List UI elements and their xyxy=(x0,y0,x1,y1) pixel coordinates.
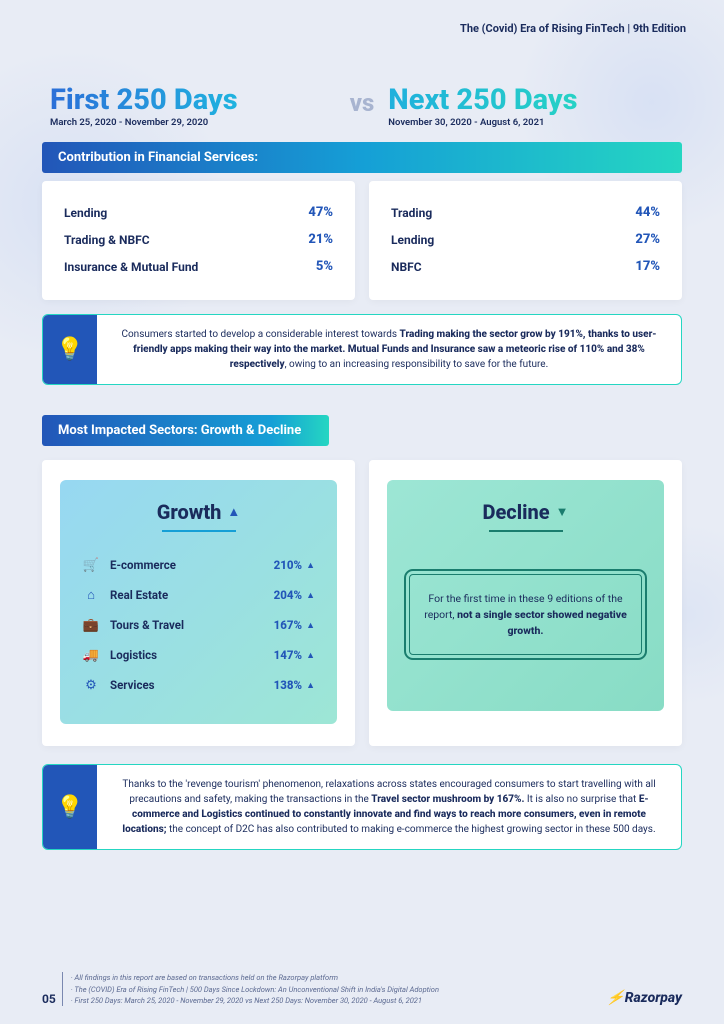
razorpay-logo: ⚡Razorpay xyxy=(607,990,682,1006)
stat-row: Trading & NBFC 21% xyxy=(64,226,333,253)
first-contrib-card: Lending 47% Trading & NBFC 21% Insurance &… xyxy=(42,181,355,300)
stat-value: 27% xyxy=(635,232,660,247)
stat-row: NBFC 17% xyxy=(391,253,660,280)
growth-row: ⌂ Real Estate204% ▲ xyxy=(82,580,315,610)
footnotes: · All findings in this report are based … xyxy=(62,972,607,1006)
stat-value: 47% xyxy=(308,205,333,220)
callout-text: Consumers started to develop a considera… xyxy=(97,315,681,384)
growth-value: 210% xyxy=(274,558,302,572)
next-period: Next 250 Days November 30, 2020 - August… xyxy=(388,86,674,128)
growth-label: Services xyxy=(110,678,274,692)
vs-word: vs xyxy=(350,89,375,125)
triangle-up-icon: ▲ xyxy=(306,680,315,691)
triangle-up-icon: ▲ xyxy=(306,560,315,571)
stat-label: Trading xyxy=(391,206,432,220)
next-contrib-card: Trading 44% Lending 27% NBFC 17% xyxy=(369,181,682,300)
stat-label: NBFC xyxy=(391,260,422,274)
triangle-down-icon: ▼ xyxy=(556,504,569,520)
insight-callout-2: 💡 Thanks to the 'revenge tourism' phenom… xyxy=(42,764,682,850)
contribution-columns: Lending 47% Trading & NBFC 21% Insurance &… xyxy=(42,181,682,300)
briefcase-icon: 💼 xyxy=(82,616,100,634)
page-number: 05 xyxy=(42,992,56,1006)
lightbulb-icon: 💡 xyxy=(43,765,97,849)
growth-row: 🚚 Logistics147% ▲ xyxy=(82,640,315,670)
growth-label: E-commerce xyxy=(110,558,274,572)
footer: 05 · All findings in this report are bas… xyxy=(42,972,682,1006)
decline-underline xyxy=(489,530,563,532)
stat-label: Insurance & Mutual Fund xyxy=(64,260,198,274)
first-period: First 250 Days March 25, 2020 - November… xyxy=(50,86,336,128)
next-subtitle: November 30, 2020 - August 6, 2021 xyxy=(388,117,674,128)
growth-label: Tours & Travel xyxy=(110,618,274,632)
footnote-line: · All findings in this report are based … xyxy=(71,972,607,983)
growth-label: Real Estate xyxy=(110,588,274,602)
growth-value: 138% xyxy=(274,678,302,692)
triangle-up-icon: ▲ xyxy=(306,620,315,631)
growth-underline xyxy=(162,530,236,532)
truck-icon: 🚚 xyxy=(82,646,100,664)
stat-value: 21% xyxy=(308,232,333,247)
growth-label: Logistics xyxy=(110,648,274,662)
first-subtitle: March 25, 2020 - November 29, 2020 xyxy=(50,117,336,128)
contribution-heading: Contribution in Financial Services: xyxy=(42,142,682,173)
insight-callout-1: 💡 Consumers started to develop a conside… xyxy=(42,314,682,385)
decline-message: For the first time in these 9 editions o… xyxy=(409,574,642,655)
callout-text: Thanks to the 'revenge tourism' phenomen… xyxy=(97,765,681,849)
growth-value: 167% xyxy=(274,618,302,632)
next-title: Next 250 Days xyxy=(388,86,674,115)
stat-value: 5% xyxy=(316,259,333,274)
stat-row: Lending 27% xyxy=(391,226,660,253)
stat-row: Lending 47% xyxy=(64,199,333,226)
decline-title: Decline▼ xyxy=(482,500,568,524)
stat-row: Trading 44% xyxy=(391,199,660,226)
report-header: The (Covid) Era of Rising FinTech | 9th … xyxy=(460,22,686,35)
growth-inner: Growth ▲ 🛒 E-commerce210% ▲ ⌂ Real Estate20… xyxy=(60,480,337,724)
growth-row: 💼 Tours & Travel167% ▲ xyxy=(82,610,315,640)
decline-inner: Decline▼ For the first time in these 9 e… xyxy=(387,480,664,711)
growth-card: Growth ▲ 🛒 E-commerce210% ▲ ⌂ Real Estate20… xyxy=(42,460,355,746)
stat-label: Lending xyxy=(64,206,107,220)
vs-header: First 250 Days March 25, 2020 - November… xyxy=(42,70,682,136)
triangle-up-icon: ▲ xyxy=(306,650,315,661)
impacted-heading: Most Impacted Sectors: Growth & Decline xyxy=(42,415,329,446)
first-title: First 250 Days xyxy=(50,86,336,115)
main-content: First 250 Days March 25, 2020 - November… xyxy=(42,70,682,850)
footnote-line: · The (COVID) Era of Rising FinTech | 50… xyxy=(71,984,607,995)
growth-row: ⚙ Services138% ▲ xyxy=(82,670,315,700)
stat-label: Lending xyxy=(391,233,434,247)
gear-icon: ⚙ xyxy=(82,676,100,694)
growth-value: 147% xyxy=(274,648,302,662)
stat-value: 17% xyxy=(635,259,660,274)
cart-icon: 🛒 xyxy=(82,556,100,574)
lightbulb-icon: 💡 xyxy=(43,315,97,384)
decline-card: Decline▼ For the first time in these 9 e… xyxy=(369,460,682,746)
stat-label: Trading & NBFC xyxy=(64,233,150,247)
triangle-up-icon: ▲ xyxy=(306,590,315,601)
growth-row: 🛒 E-commerce210% ▲ xyxy=(82,550,315,580)
stat-value: 44% xyxy=(635,205,660,220)
house-icon: ⌂ xyxy=(82,586,100,604)
triangle-up-icon: ▲ xyxy=(227,504,240,520)
stat-row: Insurance & Mutual Fund 5% xyxy=(64,253,333,280)
growth-decline-row: Growth ▲ 🛒 E-commerce210% ▲ ⌂ Real Estate20… xyxy=(42,460,682,746)
footnote-line: · First 250 Days: March 25, 2020 - Novem… xyxy=(71,995,607,1006)
growth-value: 204% xyxy=(274,588,302,602)
growth-title: Growth ▲ xyxy=(82,500,315,524)
